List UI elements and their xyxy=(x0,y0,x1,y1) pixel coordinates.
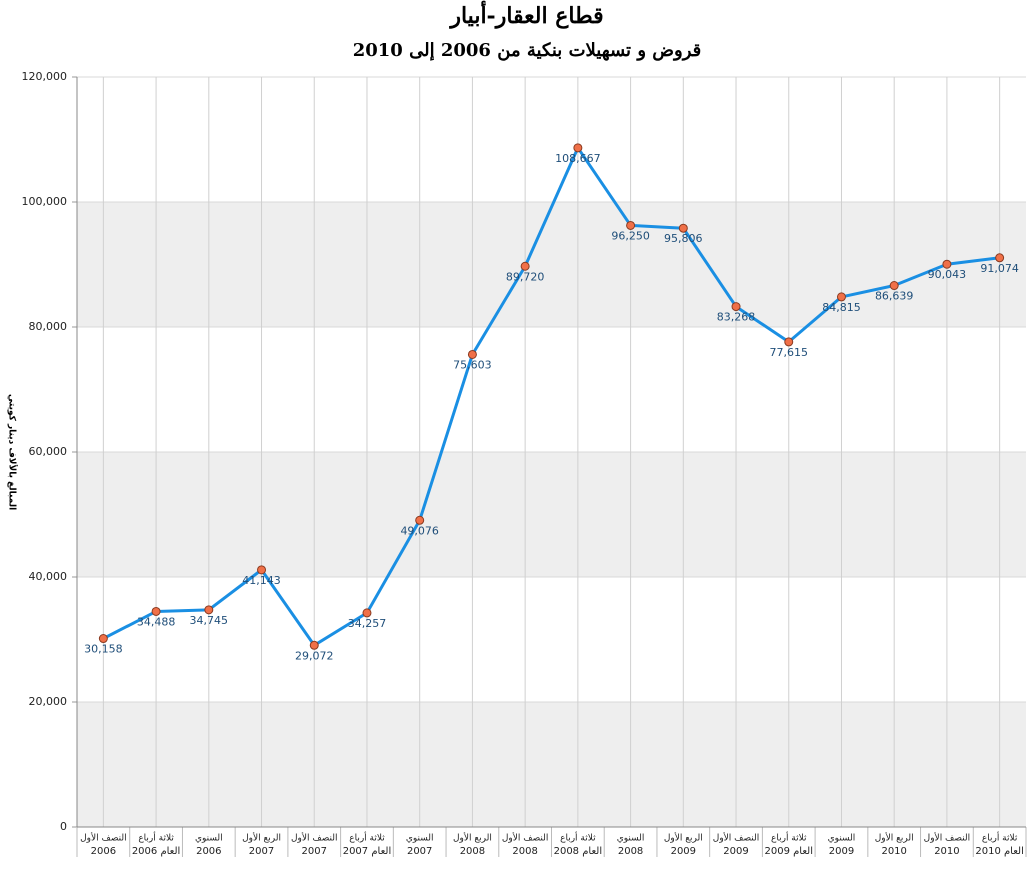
data-label: 83,268 xyxy=(717,311,756,324)
x-tick-label: النصف الأول xyxy=(713,832,759,844)
data-label: 34,488 xyxy=(137,615,176,628)
x-tick-label: العام 2006 xyxy=(132,846,181,857)
x-tick-label: 2007 xyxy=(249,846,274,857)
x-tick-label: 2006 xyxy=(196,846,221,857)
data-point xyxy=(995,253,1005,263)
data-label: 41,143 xyxy=(242,574,281,587)
data-point xyxy=(836,292,846,302)
data-point xyxy=(678,223,688,233)
x-tick-label: الربع الأول xyxy=(242,832,281,844)
data-point xyxy=(731,302,741,312)
x-tick-label: ثلاثة أرباع xyxy=(982,832,1018,844)
data-label: 91,074 xyxy=(980,262,1019,275)
x-tick-label: السنوي xyxy=(195,834,223,844)
x-tick-label: 2007 xyxy=(302,846,327,857)
data-point xyxy=(942,259,952,269)
x-tick-label: 2008 xyxy=(512,846,537,857)
x-tick-label: العام 2009 xyxy=(764,846,813,857)
data-point xyxy=(98,634,108,644)
data-point xyxy=(415,515,425,525)
x-tick-label: الربع الأول xyxy=(875,832,914,844)
x-tick-label: السنوي xyxy=(406,834,434,844)
data-point xyxy=(467,349,477,359)
series-line xyxy=(102,146,1000,647)
y-tick-label: 20,000 xyxy=(29,695,68,708)
x-tick-label: 2007 xyxy=(407,846,432,857)
data-label: 89,720 xyxy=(506,270,545,283)
y-tick-label: 120,000 xyxy=(22,70,68,83)
data-label: 96,250 xyxy=(611,229,650,242)
data-point xyxy=(204,605,214,615)
x-tick-label: ثلاثة أرباع xyxy=(349,832,385,844)
y-tick-label: 0 xyxy=(60,820,67,833)
data-point xyxy=(151,606,161,616)
chart-subtitle: قروض و تسهيلات بنكية من 2006 إلى 2010 xyxy=(353,40,702,61)
data-label: 84,815 xyxy=(822,301,861,314)
data-point xyxy=(257,565,267,575)
x-tick-label: العام 2007 xyxy=(343,846,392,857)
y-tick-label: 60,000 xyxy=(29,445,68,458)
data-point xyxy=(520,261,530,271)
grid-band xyxy=(77,202,1026,327)
data-point xyxy=(573,143,583,153)
data-label: 86,639 xyxy=(875,290,914,303)
x-tick-label: 2008 xyxy=(618,846,643,857)
y-tick-label: 80,000 xyxy=(29,320,68,333)
x-tick-label: النصف الأول xyxy=(80,832,126,844)
x-tick-label: السنوي xyxy=(617,834,645,844)
chart-title: قطاع العقار-أبيار xyxy=(448,0,603,29)
y-axis-label: المبالغ بالألاف دينار كويتي xyxy=(7,394,19,510)
data-point xyxy=(784,337,794,347)
data-label: 95,806 xyxy=(664,232,703,245)
x-tick-label: ثلاثة أرباع xyxy=(560,832,596,844)
x-tick-label: النصف الأول xyxy=(924,832,970,844)
data-label: 90,043 xyxy=(928,268,967,281)
x-tick-label: الربع الأول xyxy=(453,832,492,844)
x-tick-label: 2006 xyxy=(91,846,116,857)
x-tick-label: النصف الأول xyxy=(502,832,548,844)
data-label: 75,603 xyxy=(453,358,492,371)
x-tick-label: 2010 xyxy=(881,846,906,857)
x-tick-label: العام 2010 xyxy=(975,846,1024,857)
x-tick-label: 2008 xyxy=(460,846,485,857)
x-tick-label: السنوي xyxy=(828,834,856,844)
x-tick-label: الربع الأول xyxy=(664,832,703,844)
data-point xyxy=(309,640,319,650)
y-tick-label: 100,000 xyxy=(22,195,68,208)
x-tick-label: ثلاثة أرباع xyxy=(138,832,174,844)
x-tick-label: ثلاثة أرباع xyxy=(771,832,807,844)
x-tick-label: 2009 xyxy=(671,846,696,857)
data-label: 34,745 xyxy=(190,614,229,627)
data-label: 77,615 xyxy=(770,346,809,359)
x-tick-label: النصف الأول xyxy=(291,832,337,844)
data-label: 30,158 xyxy=(84,643,123,656)
x-tick-label: العام 2008 xyxy=(554,846,603,857)
data-point xyxy=(626,220,636,230)
x-tick-label: 2009 xyxy=(829,846,854,857)
data-label: 34,257 xyxy=(348,617,387,630)
data-label: 108,667 xyxy=(555,152,601,165)
grid-band xyxy=(77,702,1026,827)
data-point xyxy=(362,608,372,618)
data-label: 29,072 xyxy=(295,649,334,662)
data-label: 49,076 xyxy=(400,524,439,537)
data-point xyxy=(889,281,899,291)
grid-band xyxy=(77,452,1026,577)
x-tick-label: 2009 xyxy=(723,846,748,857)
x-tick-label: 2010 xyxy=(934,846,959,857)
y-tick-label: 40,000 xyxy=(29,570,68,583)
